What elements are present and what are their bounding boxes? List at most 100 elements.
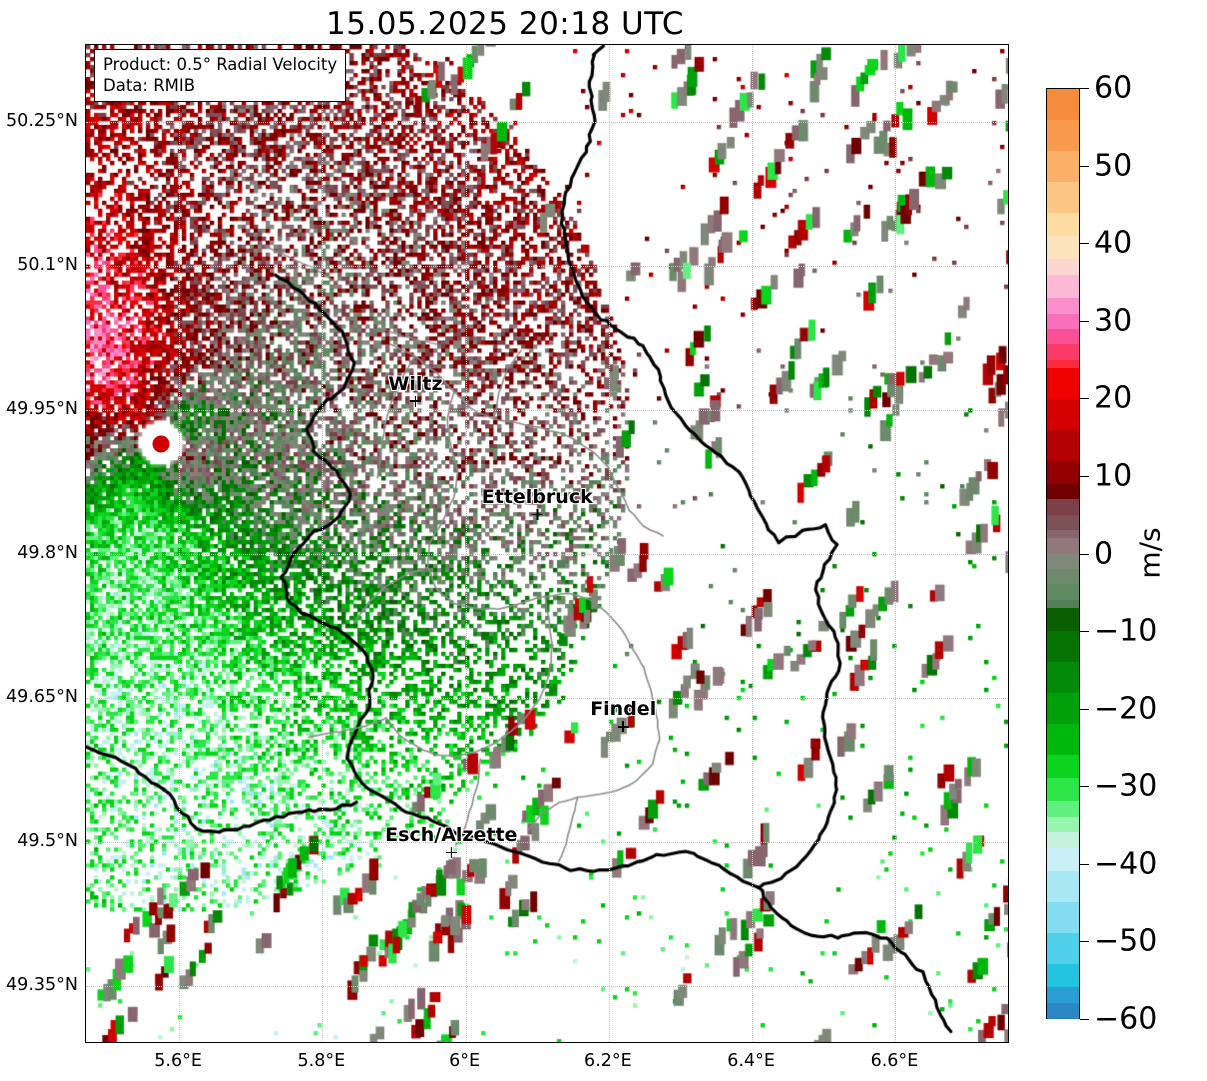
gridline-horizontal	[86, 410, 1008, 412]
colorbar-tick	[1080, 243, 1089, 245]
colorbar-band	[1047, 754, 1079, 780]
colorbar-band	[1047, 932, 1079, 966]
colorbar-band	[1047, 344, 1079, 362]
colorbar-band	[1047, 816, 1079, 834]
colorbar-band	[1047, 236, 1079, 261]
y-tick-label-0: 50.25°N	[6, 110, 78, 131]
colorbar-tick	[1080, 863, 1089, 865]
radar-velocity-canvas	[86, 45, 1008, 1042]
colorbar-band	[1047, 538, 1079, 555]
colorbar-band	[1047, 460, 1079, 486]
colorbar-band	[1047, 89, 1079, 122]
colorbar-band	[1047, 1018, 1079, 1020]
gridline-horizontal	[86, 986, 1008, 988]
colorbar-band	[1047, 274, 1079, 300]
colorbar-tick	[1080, 708, 1089, 710]
colorbar-band	[1047, 1002, 1079, 1020]
product-info-box: Product: 0.5° Radial Velocity Data: RMIB	[94, 49, 347, 103]
colorbar-band	[1047, 553, 1079, 571]
colorbar-tick-label-12: −60	[1094, 1001, 1158, 1037]
colorbar-band	[1047, 568, 1079, 586]
colorbar-tick	[1080, 1019, 1089, 1020]
colorbar-band	[1047, 367, 1079, 401]
colorbar-gradient	[1047, 89, 1079, 1020]
colorbar-band	[1047, 150, 1079, 184]
y-tick-label-5: 49.5°N	[17, 831, 78, 852]
gridline-horizontal	[86, 265, 1008, 267]
x-tick-label-3: 6.2°E	[584, 1051, 632, 1071]
colorbar-band	[1047, 599, 1079, 610]
gridline-vertical	[179, 45, 181, 1042]
gridline-horizontal	[86, 554, 1008, 556]
y-tick-label-6: 49.35°N	[6, 975, 78, 996]
gridline-vertical	[895, 45, 897, 1042]
y-axis-ticks: 50.25°N 50.1°N 49.95°N 49.8°N 49.65°N 49.5°N 4…	[0, 0, 78, 1081]
page-title: 15.05.2025 20:18 UTC	[326, 6, 684, 42]
colorbar-tick-label-4: 20	[1094, 380, 1133, 416]
colorbar-band	[1047, 181, 1079, 215]
y-tick-label-4: 49.65°N	[6, 687, 78, 708]
colorbar-band	[1047, 328, 1079, 346]
colorbar-band	[1047, 692, 1079, 726]
gridline-horizontal	[86, 121, 1008, 123]
gridline-horizontal	[86, 698, 1008, 700]
x-tick-label-4: 6.4°E	[727, 1051, 775, 1071]
colorbar-band	[1047, 514, 1079, 532]
colorbar-tick	[1080, 320, 1089, 322]
data-source-line: Data: RMIB	[103, 76, 196, 96]
colorbar-tick	[1080, 165, 1089, 167]
colorbar-band	[1047, 584, 1079, 602]
colorbar-band	[1047, 483, 1079, 501]
colorbar-band	[1047, 870, 1079, 904]
colorbar-band	[1047, 429, 1079, 462]
colorbar-band	[1047, 499, 1079, 517]
colorbar-band	[1047, 607, 1079, 633]
colorbar-band	[1047, 778, 1079, 803]
colorbar-tick-label-6: 0	[1094, 536, 1114, 571]
y-tick-label-1: 50.1°N	[17, 254, 78, 275]
colorbar-band	[1047, 212, 1079, 238]
y-tick-label-3: 49.8°N	[17, 543, 78, 564]
colorbar-tick	[1080, 88, 1089, 89]
colorbar-band	[1047, 398, 1079, 432]
colorbar-band	[1047, 359, 1079, 370]
colorbar-tick-label-1: 50	[1094, 148, 1133, 184]
colorbar-tick	[1080, 786, 1089, 788]
colorbar	[1046, 88, 1080, 1020]
colorbar-tick-label-2: 40	[1094, 225, 1133, 261]
colorbar-band	[1047, 661, 1079, 695]
colorbar-tick-label-9: −30	[1094, 768, 1158, 804]
colorbar-tick	[1080, 631, 1089, 633]
colorbar-band	[1047, 313, 1079, 331]
colorbar-band	[1047, 298, 1079, 315]
colorbar-tick	[1080, 475, 1089, 477]
y-tick-label-2: 49.95°N	[6, 399, 78, 420]
colorbar-tick-label-7: −10	[1094, 613, 1158, 649]
x-tick-label-1: 5.8°E	[297, 1051, 346, 1071]
colorbar-tick-label-8: −20	[1094, 691, 1158, 727]
colorbar-band	[1047, 259, 1079, 277]
colorbar-tick	[1080, 553, 1089, 555]
colorbar-band	[1047, 119, 1079, 153]
colorbar-tick-label-5: 10	[1094, 458, 1133, 494]
colorbar-band	[1047, 901, 1079, 935]
gridline-vertical	[608, 45, 610, 1042]
radar-site-marker	[152, 435, 170, 453]
colorbar-band	[1047, 963, 1079, 989]
colorbar-band	[1047, 530, 1079, 540]
gridline-horizontal	[86, 842, 1008, 844]
x-tick-label-5: 6.6°E	[870, 1051, 919, 1071]
colorbar-band	[1047, 987, 1079, 1004]
gridline-vertical	[752, 45, 754, 1042]
colorbar-band	[1047, 832, 1079, 850]
colorbar-band	[1047, 847, 1079, 873]
colorbar-tick-label-10: −40	[1094, 846, 1158, 882]
gridline-vertical	[322, 45, 324, 1042]
colorbar-band	[1047, 723, 1079, 757]
colorbar-tick-label-3: 30	[1094, 303, 1133, 339]
colorbar-unit-label: m/s	[1133, 527, 1167, 579]
colorbar-tick	[1080, 941, 1089, 943]
colorbar-band	[1047, 801, 1079, 819]
x-tick-label-2: 6°E	[449, 1051, 481, 1071]
